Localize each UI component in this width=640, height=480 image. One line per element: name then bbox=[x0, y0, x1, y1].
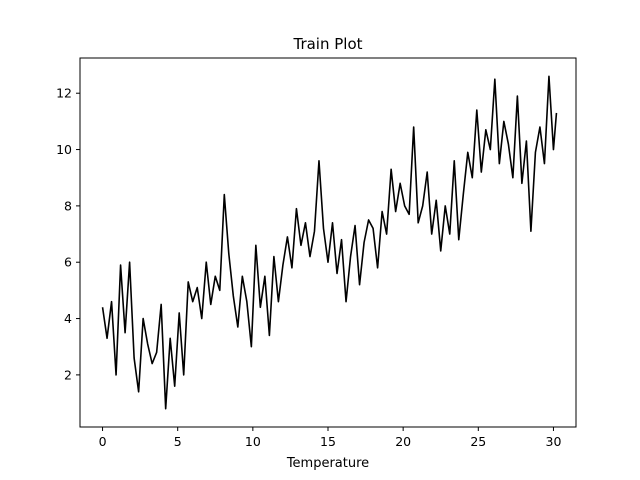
x-tick-label: 20 bbox=[395, 434, 411, 449]
plot-area bbox=[80, 58, 576, 427]
chart-title: Train Plot bbox=[292, 35, 362, 53]
y-tick-label: 4 bbox=[64, 311, 72, 326]
series-line-0 bbox=[101, 75, 558, 410]
y-axis-ticks: 2 4 6 8 10 12 bbox=[56, 86, 80, 382]
y-tick-label: 2 bbox=[64, 367, 72, 382]
x-tick-label: 15 bbox=[320, 434, 336, 449]
y-tick-label: 10 bbox=[56, 142, 72, 157]
x-tick-label: 10 bbox=[245, 434, 261, 449]
x-tick-label: 0 bbox=[99, 434, 107, 449]
y-tick-label: 12 bbox=[56, 86, 72, 101]
x-tick-label: 30 bbox=[546, 434, 562, 449]
x-axis-label: Temperature bbox=[286, 456, 369, 471]
y-tick-label: 6 bbox=[64, 255, 72, 270]
y-tick-label: 8 bbox=[64, 198, 72, 213]
series-layer bbox=[101, 75, 558, 410]
x-tick-label: 5 bbox=[174, 434, 182, 449]
x-tick-label: 25 bbox=[470, 434, 486, 449]
x-axis-ticks: 0 5 10 15 20 25 30 bbox=[99, 427, 562, 449]
